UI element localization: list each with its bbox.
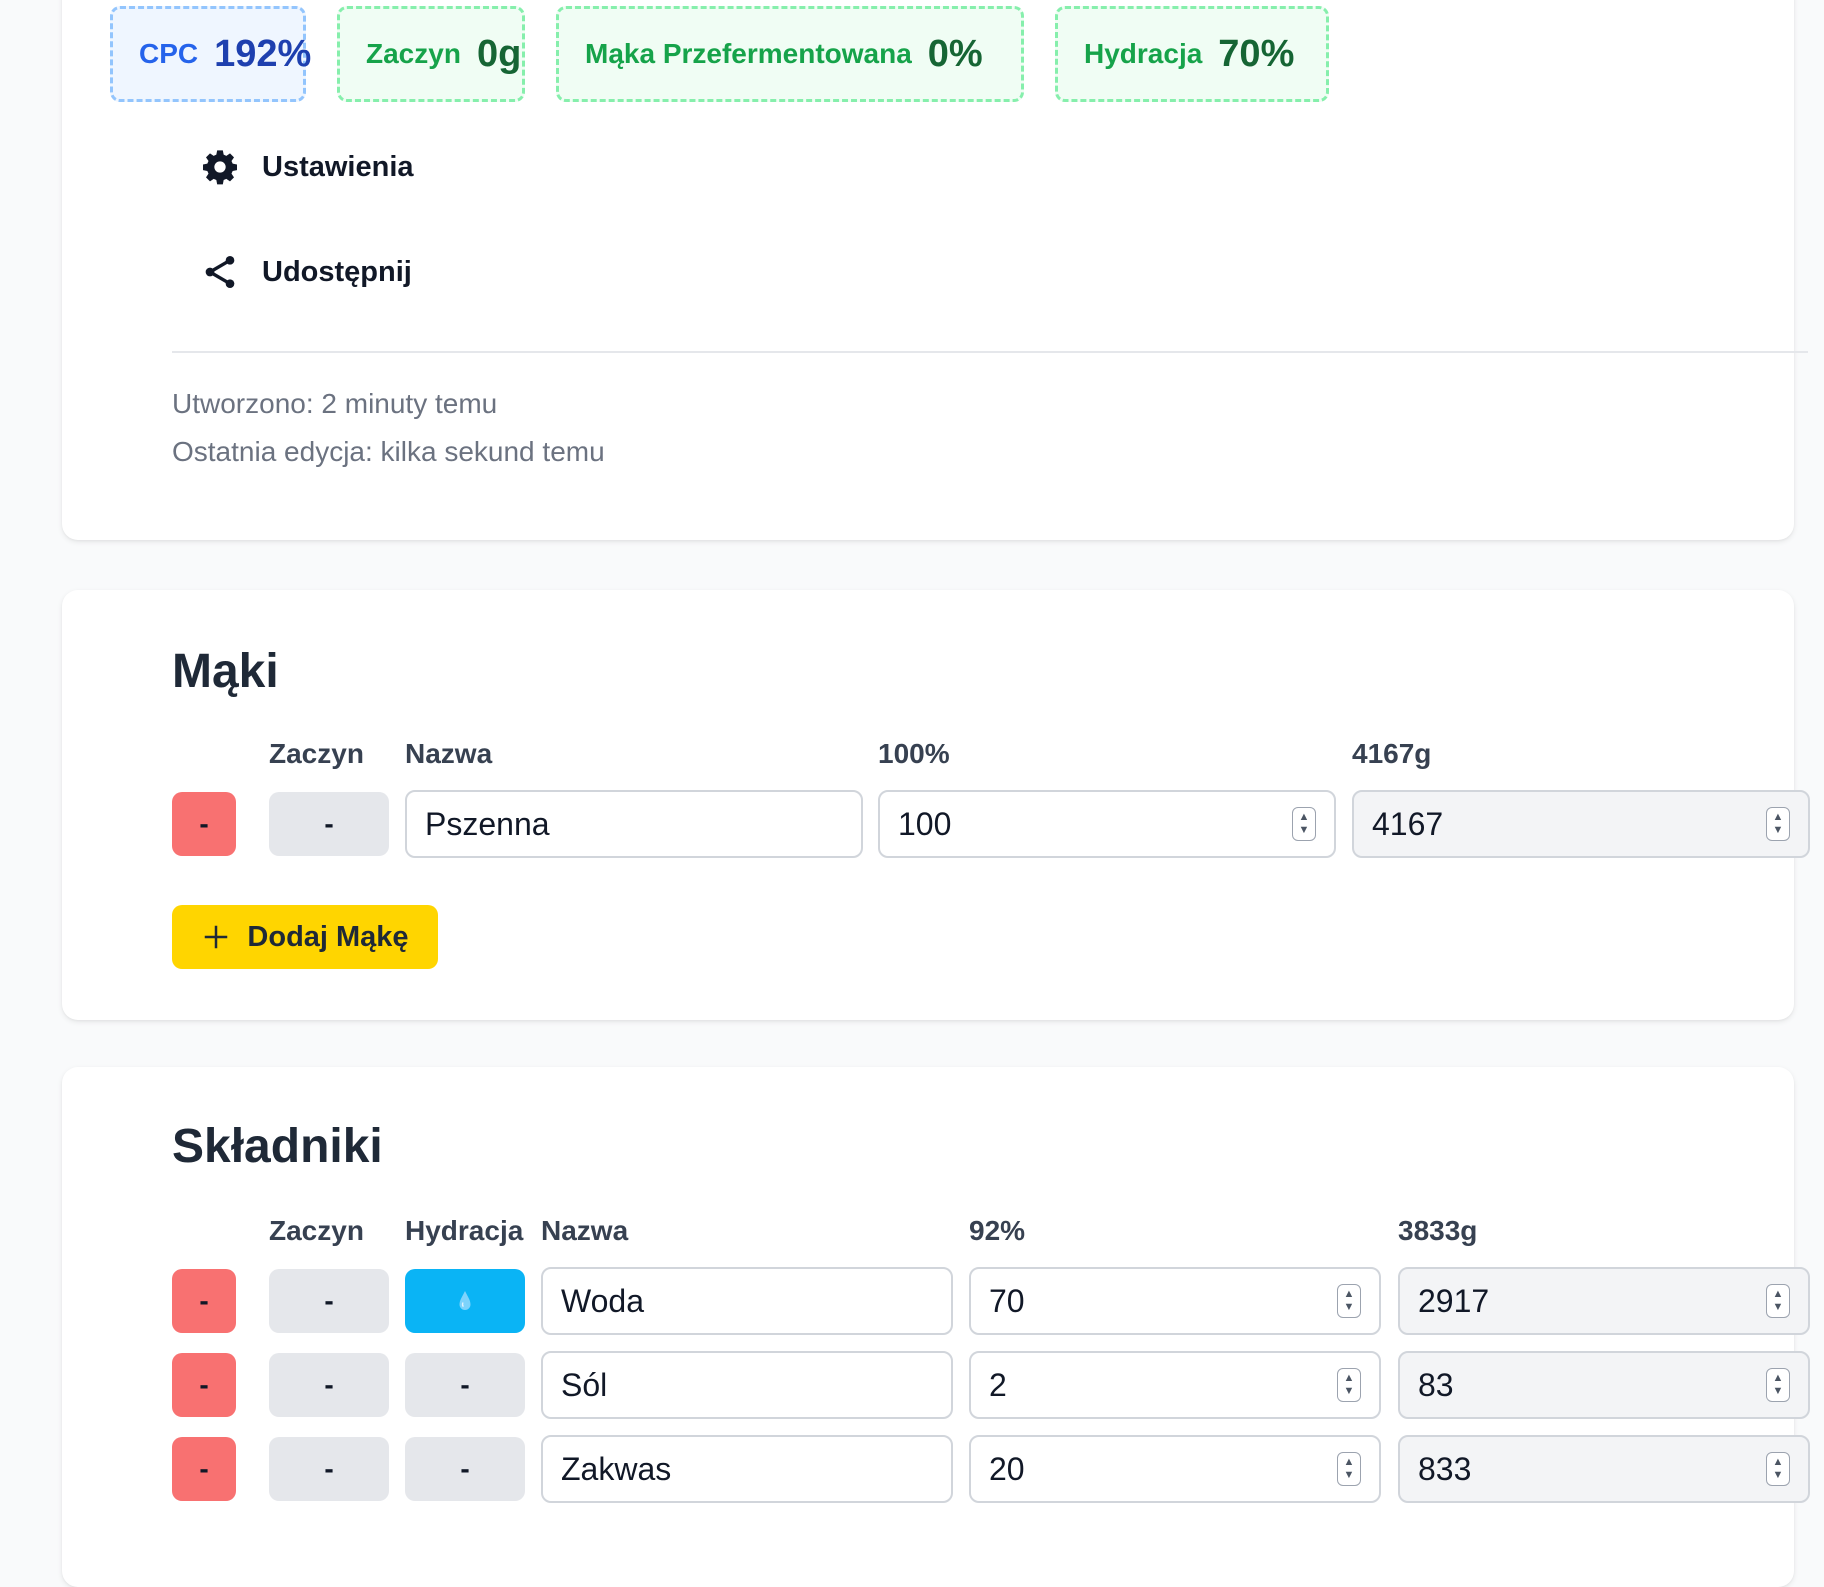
ingredient-percent-value: 2 bbox=[989, 1366, 1007, 1403]
stepper-icon[interactable]: ▲ ▼ bbox=[1337, 1452, 1361, 1486]
stat-hydration-value: 70% bbox=[1218, 32, 1295, 75]
ingredients-header-grams: 3833g bbox=[1398, 1215, 1478, 1246]
ingredient-grams-value: 833 bbox=[1418, 1450, 1472, 1487]
stat-starter: Zaczyn 0g bbox=[337, 6, 525, 102]
stat-cpc: CPC 192% bbox=[110, 6, 311, 102]
starter-toggle[interactable]: - bbox=[269, 792, 389, 856]
ingredient-percent-input[interactable]: 20 ▲ ▼ bbox=[969, 1435, 1381, 1503]
settings-label: Ustawienia bbox=[262, 150, 414, 183]
ingredients-card: Składniki Zaczyn Hydracja Nazwa 92% 3833… bbox=[62, 1067, 1810, 1587]
remove-ingredient-button[interactable]: - bbox=[172, 1269, 236, 1333]
stat-cpc-label: CPC bbox=[139, 38, 199, 69]
recipe-summary-card: CPC 192% Zaczyn 0g Mąka Przefermentowana… bbox=[62, 0, 1808, 540]
stat-hydration: Hydracja 70% bbox=[1055, 6, 1329, 102]
ingredients-header-name: Nazwa bbox=[541, 1215, 629, 1246]
flour-percent-value: 100 bbox=[898, 805, 952, 842]
stepper-icon[interactable]: ▲ ▼ bbox=[1337, 1368, 1361, 1402]
remove-ingredient-button[interactable]: - bbox=[172, 1353, 236, 1417]
ingredient-percent-input[interactable]: 2 ▲ ▼ bbox=[969, 1351, 1381, 1419]
flour-grams-input[interactable]: 4167 ▲ ▼ bbox=[1352, 790, 1810, 858]
starter-toggle[interactable]: - bbox=[269, 1437, 389, 1501]
flour-percent-input[interactable]: 100 ▲ ▼ bbox=[878, 790, 1336, 858]
ingredient-name-input[interactable]: Sól bbox=[541, 1351, 953, 1419]
ingredient-name-input[interactable]: Woda bbox=[541, 1267, 953, 1335]
add-flour-button[interactable]: Dodaj Mąkę bbox=[172, 905, 438, 969]
divider bbox=[172, 351, 1808, 353]
flour-name-input[interactable]: Pszenna bbox=[405, 790, 863, 858]
ingredient-percent-input[interactable]: 70 ▲ ▼ bbox=[969, 1267, 1381, 1335]
ingredients-header-hydration: Hydracja bbox=[405, 1215, 524, 1246]
ingredient-grams-input[interactable]: 83 ▲ ▼ bbox=[1398, 1351, 1810, 1419]
flours-header-percent: 100% bbox=[878, 738, 950, 769]
stepper-icon[interactable]: ▲ ▼ bbox=[1766, 1368, 1790, 1402]
stat-cpc-value: 192% bbox=[214, 32, 312, 75]
share-icon bbox=[205, 256, 235, 288]
stat-starter-label: Zaczyn bbox=[366, 38, 461, 69]
starter-toggle[interactable]: - bbox=[269, 1269, 389, 1333]
ingredient-grams-input[interactable]: 833 ▲ ▼ bbox=[1398, 1435, 1810, 1503]
stepper-icon[interactable]: ▲ ▼ bbox=[1292, 807, 1316, 841]
remove-ingredient-button[interactable]: - bbox=[172, 1437, 236, 1501]
ingredient-grams-value: 83 bbox=[1418, 1366, 1454, 1403]
flour-name-value: Pszenna bbox=[425, 805, 550, 842]
stat-prefermented-flour-label: Mąka Przefermentowana bbox=[585, 38, 912, 69]
ingredient-percent-value: 20 bbox=[989, 1450, 1025, 1487]
starter-toggle[interactable]: - bbox=[269, 1353, 389, 1417]
created-timestamp: Utworzono: 2 minuty temu bbox=[172, 388, 498, 419]
ingredient-percent-value: 70 bbox=[989, 1282, 1025, 1319]
add-flour-label: Dodaj Mąkę bbox=[247, 920, 409, 953]
edited-timestamp: Ostatnia edycja: kilka sekund temu bbox=[172, 436, 605, 467]
ingredient-name-value: Zakwas bbox=[561, 1450, 672, 1487]
hydration-toggle[interactable]: - bbox=[405, 1437, 525, 1501]
ingredient-name-value: Sól bbox=[561, 1366, 608, 1403]
stat-starter-value: 0g bbox=[476, 32, 522, 75]
plus-icon bbox=[205, 925, 228, 949]
stepper-icon[interactable]: ▲ ▼ bbox=[1766, 1452, 1790, 1486]
flours-card: Mąki Zaczyn Nazwa 100% 4167g - - Pszenna… bbox=[62, 590, 1810, 1020]
stat-prefermented-flour-value: 0% bbox=[927, 32, 983, 75]
ingredient-name-value: Woda bbox=[561, 1282, 645, 1319]
water-drop-icon bbox=[459, 1291, 471, 1310]
flours-title: Mąki bbox=[172, 645, 279, 698]
flour-grams-value: 4167 bbox=[1372, 805, 1444, 842]
stepper-icon[interactable]: ▲ ▼ bbox=[1766, 807, 1790, 841]
stepper-icon[interactable]: ▲ ▼ bbox=[1337, 1284, 1361, 1318]
ingredients-title: Składniki bbox=[172, 1120, 383, 1173]
flours-header-name: Nazwa bbox=[405, 738, 493, 769]
ingredient-grams-input[interactable]: 2917 ▲ ▼ bbox=[1398, 1267, 1810, 1335]
flours-header-starter: Zaczyn bbox=[269, 738, 364, 769]
ingredients-header-percent: 92% bbox=[969, 1215, 1026, 1246]
stat-hydration-label: Hydracja bbox=[1084, 38, 1203, 69]
hydration-toggle[interactable] bbox=[405, 1269, 525, 1333]
stat-prefermented-flour: Mąka Przefermentowana 0% bbox=[556, 6, 1024, 102]
ingredient-name-input[interactable]: Zakwas bbox=[541, 1435, 953, 1503]
hydration-toggle[interactable]: - bbox=[405, 1353, 525, 1417]
remove-flour-button[interactable]: - bbox=[172, 792, 236, 856]
share-button[interactable]: Udostępnij bbox=[200, 247, 412, 297]
settings-button[interactable]: Ustawienia bbox=[200, 142, 414, 192]
ingredients-header-starter: Zaczyn bbox=[269, 1215, 364, 1246]
ingredient-grams-value: 2917 bbox=[1418, 1282, 1490, 1319]
stepper-icon[interactable]: ▲ ▼ bbox=[1766, 1284, 1790, 1318]
share-label: Udostępnij bbox=[262, 255, 412, 288]
flours-header-grams: 4167g bbox=[1352, 738, 1432, 769]
gear-icon bbox=[203, 150, 237, 185]
